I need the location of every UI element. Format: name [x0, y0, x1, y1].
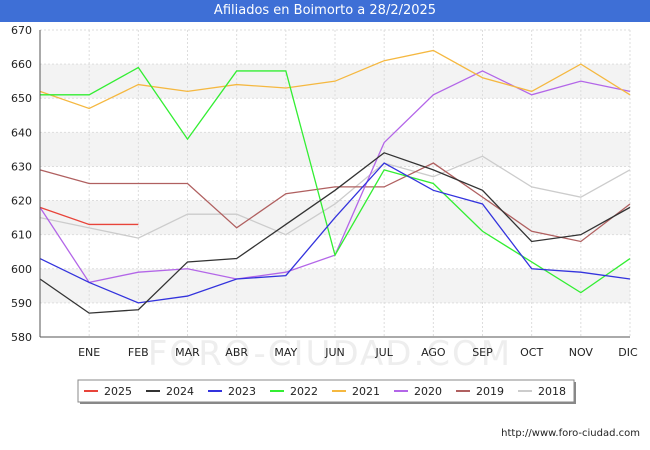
legend-label-2019: 2019 [476, 385, 504, 398]
y-tick-label: 670 [11, 24, 32, 37]
band-5 [40, 132, 630, 167]
series-line-2018 [39, 155, 631, 239]
x-tick-label: JUL [374, 346, 393, 359]
series-line-2021 [39, 49, 631, 110]
y-tick-label: 640 [11, 126, 32, 139]
legend-label-2024: 2024 [166, 385, 194, 398]
x-tick-label: DIC [618, 346, 638, 359]
x-tick-label: JUN [324, 346, 345, 359]
x-tick-label: MAR [175, 346, 200, 359]
axes [39, 30, 630, 338]
legend-label-2025: 2025 [104, 385, 132, 398]
source-link[interactable]: http://www.foro-ciudad.com [501, 428, 640, 439]
legend-label-2023: 2023 [228, 385, 256, 398]
series-line-2019 [39, 162, 631, 243]
series-lines [39, 49, 631, 314]
legend-label-2022: 2022 [290, 385, 318, 398]
legend-label-2018: 2018 [538, 385, 566, 398]
y-tick-label: 580 [11, 331, 32, 344]
x-tick-label: SEP [472, 346, 493, 359]
legend-box [77, 379, 575, 403]
x-tick-label: MAY [274, 346, 297, 359]
y-tick-label: 600 [11, 263, 32, 276]
legend-label-2021: 2021 [352, 385, 380, 398]
chart-title: Afiliados en Boimorto a 28/2/2025 [0, 0, 650, 22]
series-line-2022 [40, 66, 631, 294]
y-tick-label: 610 [11, 229, 32, 242]
y-tick-label: 630 [11, 160, 32, 173]
x-tick-label: ABR [225, 346, 248, 359]
x-tick-label: NOV [569, 346, 594, 359]
legend: 2025 2024 2023 2022 2021 2020 2019 2018 [77, 379, 576, 404]
x-tick-label: FEB [128, 346, 149, 359]
x-tick-label: OCT [520, 346, 543, 359]
x-tick-label: ENE [78, 346, 100, 359]
y-tick-label: 650 [11, 92, 32, 105]
tick-labels: 580 590 600 610 620 630 640 650 660 670 ENE FEB MAR A… [11, 24, 638, 359]
legend-label-2020: 2020 [414, 385, 442, 398]
y-tick-label: 660 [11, 58, 32, 71]
series-line-2025 [39, 206, 139, 226]
series-line-2023 [39, 162, 631, 304]
y-tick-label: 620 [11, 195, 32, 208]
y-tick-label: 590 [11, 297, 32, 310]
x-tick-label: AGO [421, 346, 446, 359]
watermark: FORO-CIUDAD.COM [148, 334, 512, 374]
series-line-2024 [39, 152, 631, 314]
